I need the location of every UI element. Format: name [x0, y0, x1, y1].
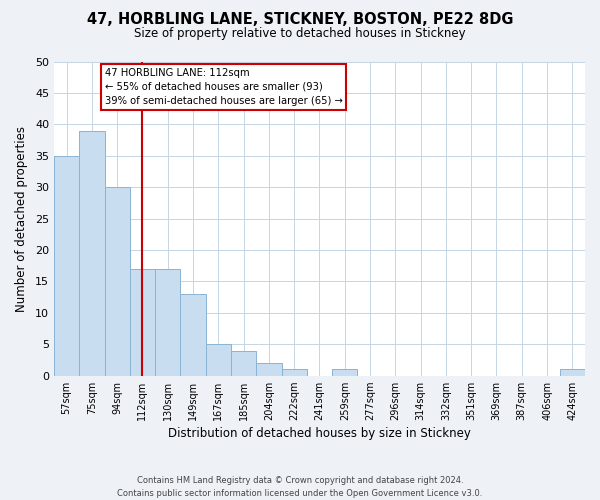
Text: Size of property relative to detached houses in Stickney: Size of property relative to detached ho… [134, 28, 466, 40]
Bar [104, 187, 130, 376]
Text: Contains HM Land Registry data © Crown copyright and database right 2024.
Contai: Contains HM Land Registry data © Crown c… [118, 476, 482, 498]
Bar [256, 363, 281, 376]
Bar [231, 350, 256, 376]
X-axis label: Distribution of detached houses by size in Stickney: Distribution of detached houses by size … [168, 427, 471, 440]
Text: 47 HORBLING LANE: 112sqm
← 55% of detached houses are smaller (93)
39% of semi-d: 47 HORBLING LANE: 112sqm ← 55% of detach… [104, 68, 343, 106]
Bar [206, 344, 231, 376]
Bar [130, 269, 155, 376]
Y-axis label: Number of detached properties: Number of detached properties [15, 126, 28, 312]
Bar [79, 130, 104, 376]
Bar [155, 269, 181, 376]
Bar [54, 156, 79, 376]
Bar [560, 370, 585, 376]
Bar [332, 370, 358, 376]
Bar [181, 294, 206, 376]
Bar [281, 370, 307, 376]
Text: 47, HORBLING LANE, STICKNEY, BOSTON, PE22 8DG: 47, HORBLING LANE, STICKNEY, BOSTON, PE2… [87, 12, 513, 28]
